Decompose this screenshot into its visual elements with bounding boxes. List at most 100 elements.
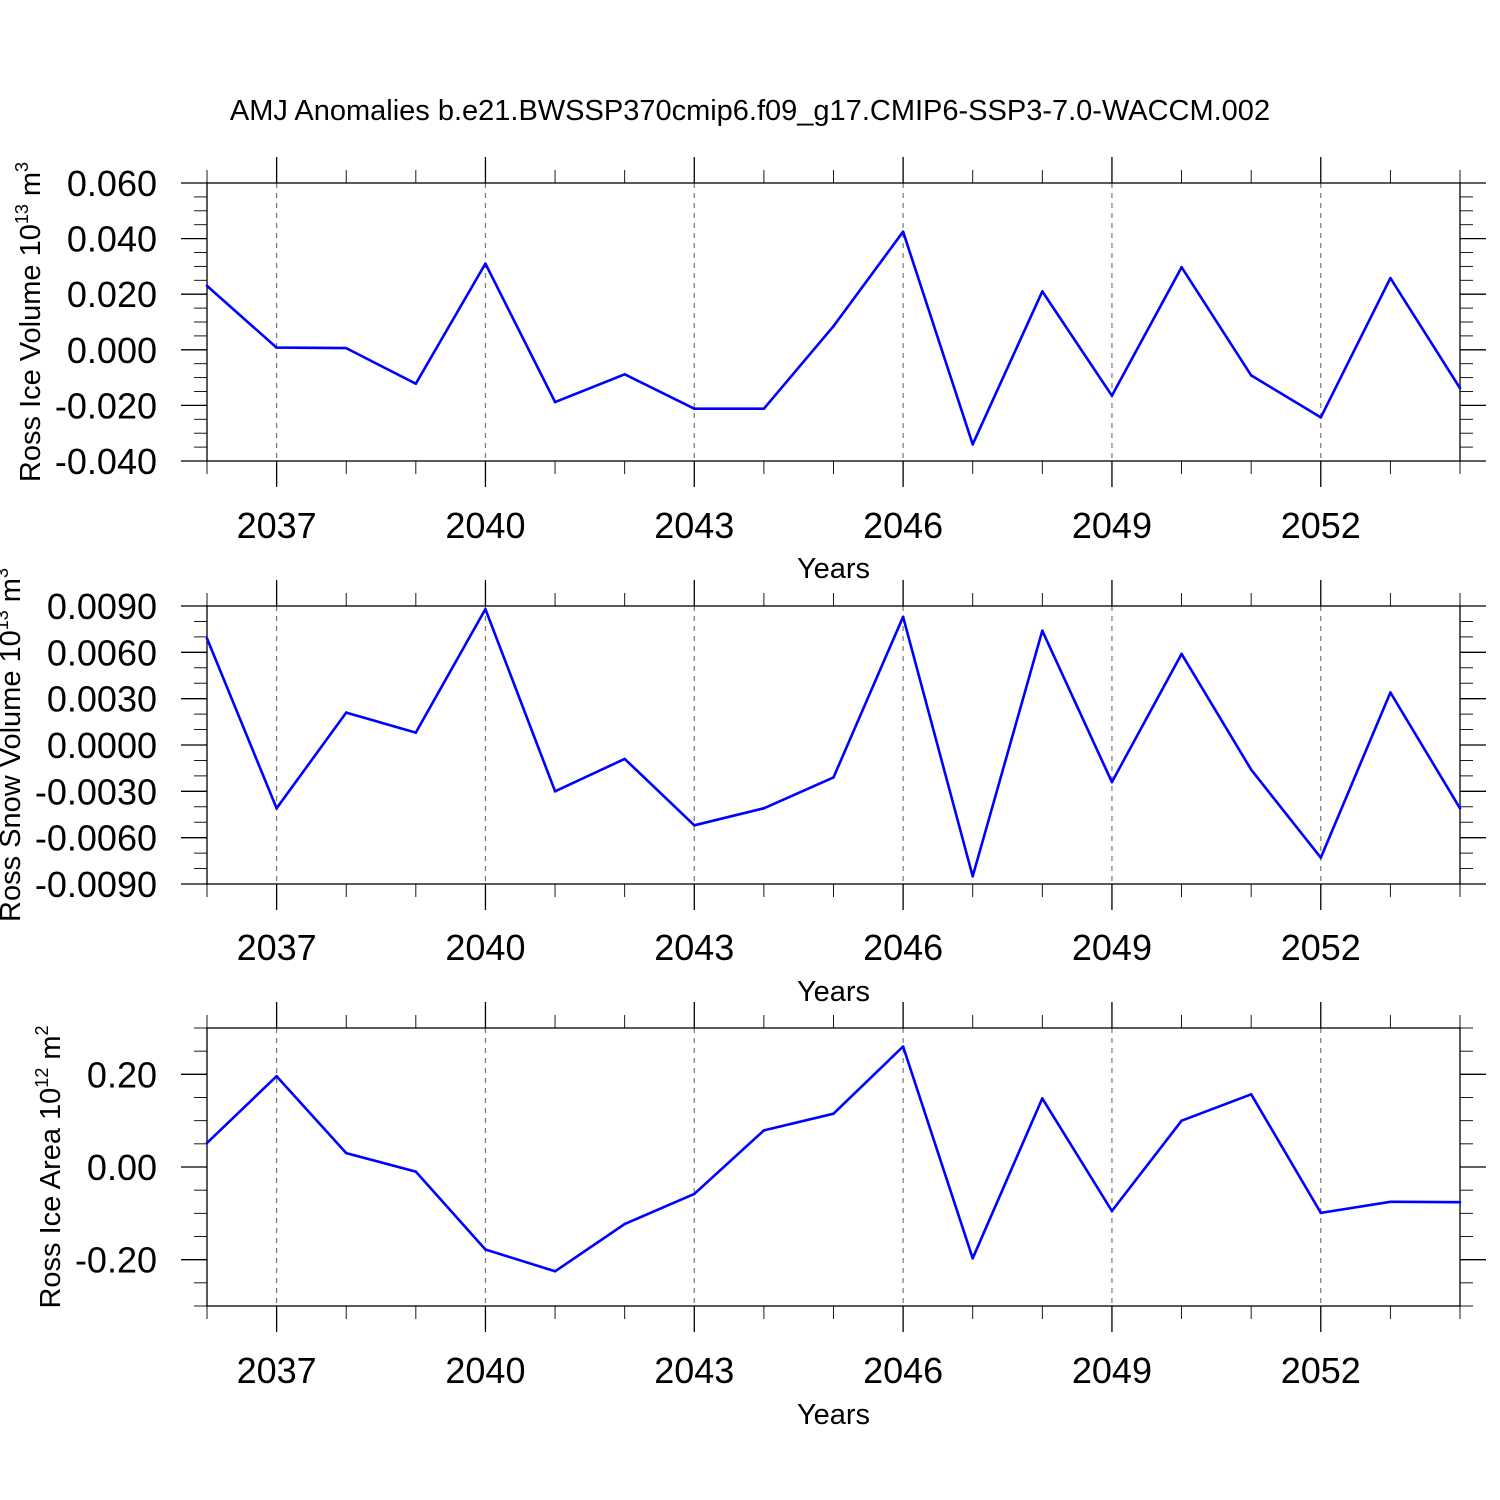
data-point [553,790,557,793]
data-point [1389,276,1392,280]
y-axis-label: Ross Snow Volume 1013 m3 [0,568,27,922]
panel-snow-volume: 2037 2040 2043 2046 2049 2052 Years -0.0090 -0.0… [0,568,1486,1008]
y-tick-label: 0.0000 [47,725,157,766]
series-line [206,1045,1461,1273]
data-point [832,1112,835,1116]
data-point [553,1269,557,1273]
data-point [1041,1097,1044,1100]
data-point [901,1045,905,1048]
x-axis-label: Years [797,1399,870,1431]
y-axis-label-unit: m [15,172,47,196]
x-tick-label: 2046 [863,505,943,546]
x-axis-label: Years [797,553,870,585]
data-point [1180,652,1183,656]
y-tick-label: 0.0030 [47,679,157,720]
data-point [692,824,696,827]
data-point [414,731,418,734]
x-tick-label: 2037 [237,1350,317,1391]
x-tick-label: 2043 [654,927,734,968]
data-point [692,1192,696,1196]
data-point [484,607,487,611]
y-tick-label: -0.0030 [35,771,157,812]
y-tick-label: 0.020 [67,274,157,315]
y-tick-label: 0.0060 [47,632,157,673]
data-point [1319,416,1323,419]
y-axis-label-exponent: 13 [0,610,12,630]
x-tick-label: 2037 [237,927,317,968]
data-point [484,262,487,265]
x-tick-label: 2052 [1281,1350,1361,1391]
data-point [1249,1092,1253,1096]
y-axis-label-unit: m [35,1035,67,1059]
data-point [1041,629,1044,633]
data-point [344,1151,348,1155]
data-point [762,1129,766,1132]
x-tick-label: 2040 [445,1350,525,1391]
data-point [901,230,905,233]
data-point [832,324,835,328]
data-point [205,637,209,640]
data-point [832,776,835,779]
data-point [1389,691,1392,694]
y-tick-label: 0.000 [67,330,157,371]
x-tick-label: 2049 [1072,505,1152,546]
y-axis-label: Ross Ice Volume 1013 m3 [12,162,47,482]
data-point [1180,1119,1183,1122]
data-point [1458,807,1462,810]
data-point [1110,1209,1114,1213]
y-tick-label: -0.0060 [35,818,157,859]
x-tick-label: 2052 [1281,927,1361,968]
x-tick-label: 2037 [237,505,317,546]
panel-ice-area: 2037 2040 2043 2046 2049 2052 Years -0.20 0.00 0.… [32,1002,1486,1431]
data-point [1319,1211,1323,1215]
y-axis-label-unit-exponent: 2 [32,1025,52,1035]
plot-frame [206,182,1461,462]
y-axis-label-unit-exponent: 3 [12,162,32,172]
data-point [275,346,278,349]
x-tick-label: 2040 [445,927,525,968]
y-tick-label: 0.20 [87,1054,157,1095]
data-point [344,711,348,714]
data-point [1389,1200,1392,1204]
data-point [623,372,626,376]
data-point [1249,374,1253,377]
data-point [901,615,905,619]
x-tick-label: 2046 [863,1350,943,1391]
x-tick-label: 2043 [654,1350,734,1391]
y-tick-label: 0.0090 [47,586,157,627]
y-axis-label-exponent: 12 [32,1068,52,1088]
data-point [1319,856,1323,860]
series-line [205,607,1462,878]
data-point [623,757,626,761]
x-axis-label: Years [797,976,870,1008]
data-point [623,1222,626,1226]
y-tick-label: 0.060 [67,163,157,204]
data-point [1458,1200,1462,1204]
data-point [275,1074,278,1078]
data-point [762,807,766,810]
data-point [414,1170,418,1173]
data-point [692,407,696,411]
y-axis-label-text: Ross Ice Area 10 [35,1088,67,1309]
y-tick-label: 0.00 [87,1147,157,1188]
data-point [205,284,209,288]
x-tick-label: 2040 [445,505,525,546]
y-tick-label: -0.20 [75,1240,157,1281]
y-tick-label: 0.040 [67,219,157,260]
data-point [484,1248,487,1251]
x-tick-label: 2049 [1072,927,1152,968]
data-point [275,807,278,810]
x-tick-label: 2052 [1281,505,1361,546]
data-point [1458,386,1462,390]
y-tick-label: -0.040 [55,441,157,482]
data-point [1249,768,1253,772]
plot-frame [206,605,1461,885]
y-axis-label-unit-exponent: 3 [0,568,12,578]
x-tick-label: 2046 [863,927,943,968]
y-axis-label-unit: m [0,578,27,602]
y-tick-label: -0.0090 [35,864,157,905]
x-tick-label: 2049 [1072,1350,1152,1391]
data-point [1110,394,1114,397]
data-point [553,400,557,404]
